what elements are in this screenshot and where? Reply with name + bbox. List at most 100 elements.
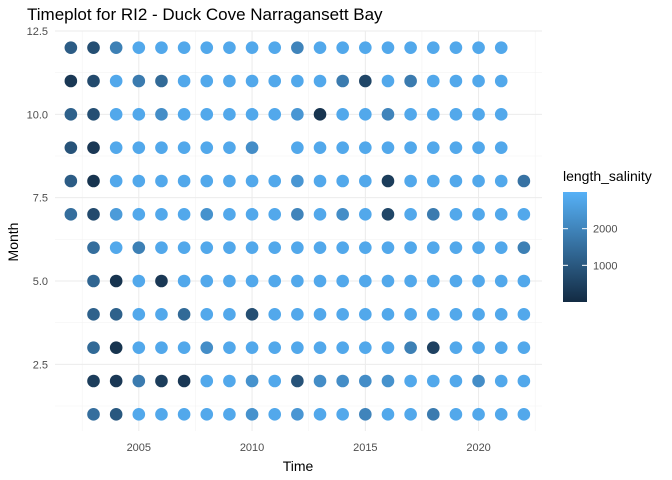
x-tick-label: 2005: [127, 442, 151, 454]
data-point: [381, 241, 395, 254]
data-point: [200, 174, 214, 188]
data-points: [64, 41, 531, 421]
data-point: [517, 208, 531, 221]
data-point: [426, 108, 440, 121]
data-point: [381, 74, 395, 88]
data-point: [494, 108, 508, 121]
data-point: [359, 274, 372, 288]
data-point: [494, 408, 508, 421]
data-point: [336, 274, 349, 288]
data-point: [449, 174, 463, 188]
data-point: [404, 208, 417, 221]
data-point: [426, 74, 440, 88]
data-point: [200, 274, 214, 288]
y-tick-label: 10.0: [27, 109, 48, 121]
data-point: [223, 274, 236, 288]
data-point: [109, 108, 123, 121]
data-point: [132, 208, 146, 221]
data-point: [245, 141, 259, 154]
data-point: [223, 408, 236, 421]
data-point: [404, 374, 417, 388]
data-point: [177, 308, 191, 321]
data-point: [291, 141, 304, 154]
data-point: [200, 241, 214, 254]
data-point: [132, 374, 146, 388]
data-point: [381, 208, 395, 221]
data-point: [426, 141, 440, 154]
data-point: [494, 74, 508, 88]
data-point: [132, 108, 146, 121]
data-point: [426, 208, 440, 221]
data-point: [223, 108, 236, 121]
data-point: [155, 74, 168, 88]
data-point: [472, 241, 485, 254]
legend-title: length_salinity: [563, 168, 652, 184]
data-point: [313, 108, 327, 121]
data-point: [494, 141, 508, 154]
data-point: [313, 374, 327, 388]
data-point: [132, 408, 146, 421]
data-point: [381, 308, 395, 321]
data-point: [359, 374, 372, 388]
y-tick-labels: 2.5 5.0 7.5 10.0 12.5: [27, 26, 48, 371]
data-point: [132, 308, 146, 321]
data-point: [449, 41, 463, 54]
data-point: [200, 408, 214, 421]
data-point: [426, 274, 440, 288]
data-point: [109, 208, 123, 221]
data-point: [132, 74, 146, 88]
data-point: [449, 241, 463, 254]
data-point: [494, 208, 508, 221]
x-tick-labels: 2005 2010 2015 2020: [127, 442, 491, 454]
data-point: [177, 141, 191, 154]
data-point: [359, 408, 372, 421]
data-point: [177, 208, 191, 221]
data-point: [472, 308, 485, 321]
data-point: [223, 241, 236, 254]
data-point: [336, 341, 349, 354]
data-point: [87, 141, 100, 154]
data-point: [359, 141, 372, 154]
data-point: [291, 274, 304, 288]
data-point: [132, 241, 146, 254]
data-point: [404, 108, 417, 121]
data-point: [313, 208, 327, 221]
data-point: [268, 174, 282, 188]
data-point: [404, 408, 417, 421]
data-point: [87, 241, 100, 254]
data-point: [472, 141, 485, 154]
data-point: [132, 174, 146, 188]
data-point: [472, 274, 485, 288]
data-point: [381, 408, 395, 421]
data-point: [359, 108, 372, 121]
data-point: [245, 208, 259, 221]
data-point: [177, 408, 191, 421]
data-point: [517, 274, 531, 288]
data-point: [109, 241, 123, 254]
data-point: [87, 174, 100, 188]
data-point: [359, 74, 372, 88]
data-point: [313, 74, 327, 88]
data-point: [313, 408, 327, 421]
data-point: [200, 74, 214, 88]
data-point: [87, 408, 100, 421]
data-point: [494, 174, 508, 188]
data-point: [381, 108, 395, 121]
data-point: [381, 174, 395, 188]
data-point: [449, 408, 463, 421]
x-axis-label: Time: [283, 458, 314, 474]
data-point: [87, 208, 100, 221]
data-point: [245, 241, 259, 254]
data-point: [200, 208, 214, 221]
data-point: [177, 108, 191, 121]
data-point: [223, 208, 236, 221]
data-point: [223, 341, 236, 354]
data-point: [109, 308, 123, 321]
data-point: [268, 208, 282, 221]
x-tick-label: 2015: [353, 442, 377, 454]
data-point: [109, 341, 123, 354]
data-point: [109, 41, 123, 54]
y-axis-label: Month: [5, 223, 21, 262]
data-point: [109, 74, 123, 88]
data-point: [155, 174, 168, 188]
